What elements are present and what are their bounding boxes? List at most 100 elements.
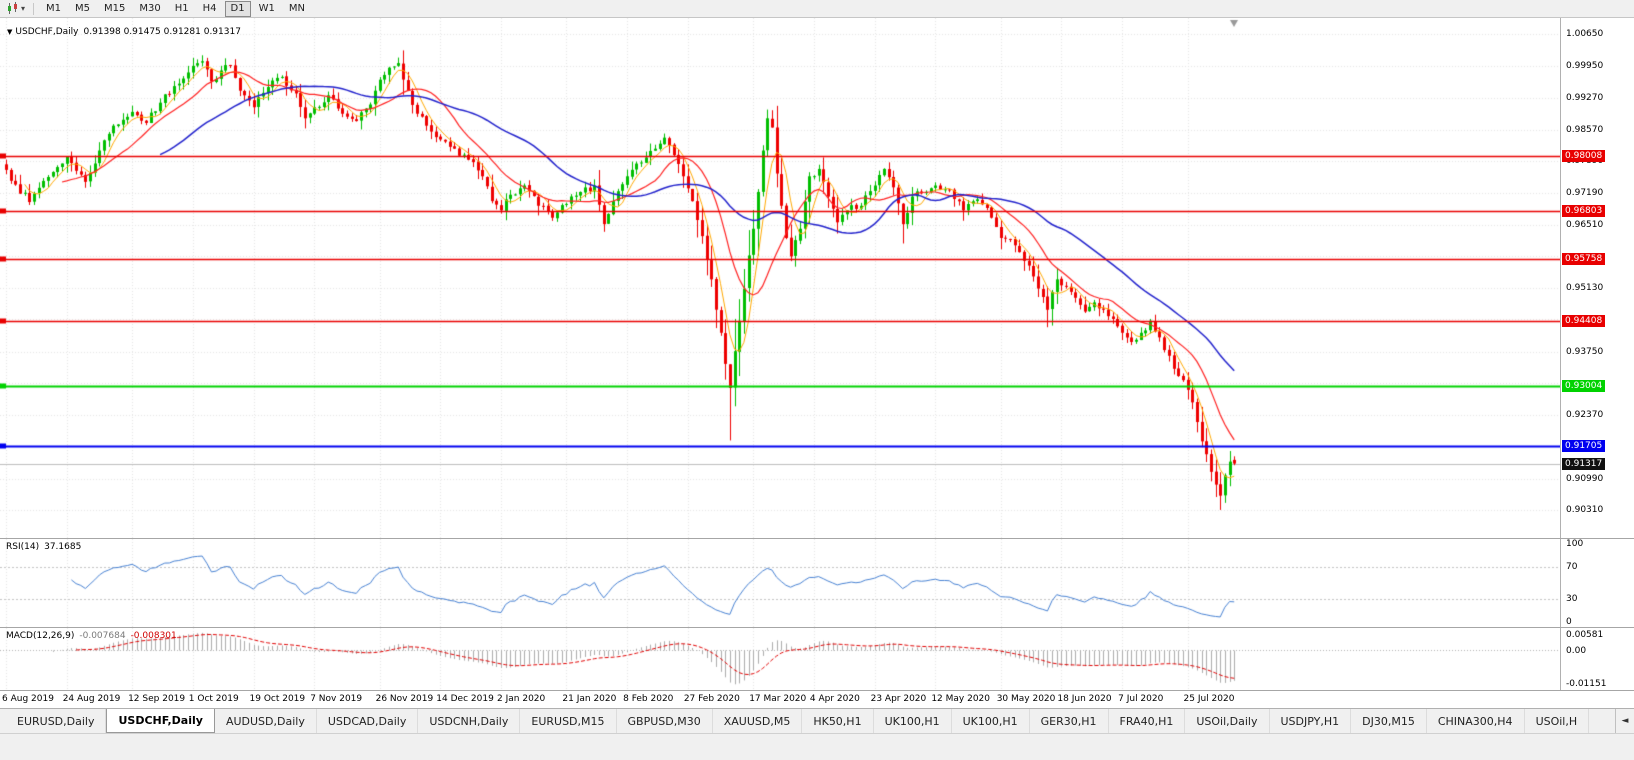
price-tick: 0.90310 bbox=[1566, 504, 1604, 515]
chart-tab-ger30-h1[interactable]: GER30,H1 bbox=[1030, 709, 1109, 733]
rsi-value: 37.1685 bbox=[44, 542, 82, 552]
price-line-tag: 0.96803 bbox=[1562, 205, 1606, 218]
chart-tab-usdchf-daily[interactable]: USDCHF,Daily bbox=[106, 709, 215, 733]
date-label: 21 Jan 2020 bbox=[562, 694, 617, 704]
chart-tab-gbpusd-m30[interactable]: GBPUSD,M30 bbox=[617, 709, 713, 733]
price-tick: 0.96510 bbox=[1566, 219, 1604, 230]
rsi-scale[interactable]: 100 70 30 0 bbox=[1560, 539, 1634, 627]
date-label: 1 Oct 2019 bbox=[188, 694, 239, 704]
macd-tick: 0.00 bbox=[1566, 645, 1587, 656]
symbol-name: USDCHF,Daily bbox=[15, 27, 79, 37]
date-label: 27 Feb 2020 bbox=[683, 694, 740, 704]
date-label: 12 May 2020 bbox=[931, 694, 991, 704]
rsi-name: RSI(14) bbox=[6, 542, 40, 552]
tab-scroll-left-icon[interactable]: ◄ bbox=[1615, 709, 1634, 733]
toolbar-separator bbox=[33, 2, 35, 15]
price-tick: 0.92370 bbox=[1566, 410, 1604, 421]
macd-panel: 0.00581 0.00 -0.01151 MACD(12,26,9) -0.0076… bbox=[0, 627, 1634, 690]
chart-tab-usdcad-daily[interactable]: USDCAD,Daily bbox=[317, 709, 419, 733]
date-label: 19 Oct 2019 bbox=[249, 694, 306, 704]
ohlc-values: 0.91398 0.91475 0.91281 0.91317 bbox=[83, 27, 241, 37]
chart-tab-audusd-daily[interactable]: AUDUSD,Daily bbox=[215, 709, 317, 733]
macd-scale[interactable]: 0.00581 0.00 -0.01151 bbox=[1560, 628, 1634, 690]
price-tick: 1.00650 bbox=[1566, 29, 1604, 40]
date-label: 23 Apr 2020 bbox=[870, 694, 927, 704]
date-label: 12 Sep 2019 bbox=[128, 694, 186, 704]
price-scale[interactable]: 1.006500.999500.992700.985700.978900.971… bbox=[1560, 18, 1634, 538]
date-label: 7 Jul 2020 bbox=[1118, 694, 1164, 704]
status-strip bbox=[0, 733, 1634, 760]
date-label: 6 Aug 2019 bbox=[2, 694, 54, 704]
macd-label: MACD(12,26,9) -0.007684 -0.008301 bbox=[6, 631, 177, 641]
date-label: 25 Jul 2020 bbox=[1183, 694, 1235, 704]
price-line-tag: 0.95758 bbox=[1562, 253, 1606, 266]
rsi-tick: 70 bbox=[1566, 562, 1578, 572]
chart-tab-uk100-h1[interactable]: UK100,H1 bbox=[952, 709, 1030, 733]
price-tick: 0.99270 bbox=[1566, 92, 1604, 103]
date-label: 7 Nov 2019 bbox=[310, 694, 363, 704]
timeframe-button-m5[interactable]: M5 bbox=[75, 2, 91, 14]
chart-tab-usoil-h[interactable]: USOil,H bbox=[1525, 709, 1590, 733]
macd-tick: -0.01151 bbox=[1566, 679, 1607, 689]
toolbar: ▾ M1 M5 M15 M30 H1 H4 D1 W1 MN bbox=[0, 0, 1634, 18]
chart-tab-usdcnh-daily[interactable]: USDCNH,Daily bbox=[418, 709, 521, 733]
timeframe-button-h4[interactable]: H4 bbox=[202, 2, 217, 14]
chart-tab-eurusd-m15[interactable]: EURUSD,M15 bbox=[520, 709, 617, 733]
chart-tab-hk50-h1[interactable]: HK50,H1 bbox=[802, 709, 874, 733]
macd-main-value: -0.007684 bbox=[79, 631, 126, 641]
chart-tabs: EURUSD,Daily USDCHF,Daily AUDUSD,Daily USDC… bbox=[0, 708, 1634, 733]
current-price-tag: 0.91317 bbox=[1562, 457, 1606, 470]
chart-tab-dj30-m15[interactable]: DJ30,M15 bbox=[1351, 709, 1427, 733]
timeframe-button-m15[interactable]: M15 bbox=[104, 2, 126, 14]
date-label: 24 Aug 2019 bbox=[62, 694, 121, 704]
timeframe-button-m30[interactable]: M30 bbox=[139, 2, 161, 14]
date-label: 18 Jun 2020 bbox=[1057, 694, 1112, 704]
chart-tab-usdjpy-h1[interactable]: USDJPY,H1 bbox=[1270, 709, 1352, 733]
price-tick: 0.95130 bbox=[1566, 283, 1604, 294]
date-label: 2 Jan 2020 bbox=[497, 694, 546, 704]
price-tick: 0.90990 bbox=[1566, 473, 1604, 484]
price-line-tag: 0.98008 bbox=[1562, 149, 1606, 162]
macd-name: MACD(12,26,9) bbox=[6, 631, 75, 641]
price-line-tag: 0.91705 bbox=[1562, 439, 1606, 452]
chart-type-caret-icon[interactable]: ▾ bbox=[21, 4, 26, 13]
timeframe-button-w1[interactable]: W1 bbox=[258, 2, 275, 14]
price-chart-panel: 1.006500.999500.992700.985700.978900.971… bbox=[0, 18, 1634, 538]
chart-tab-china300-h4[interactable]: CHINA300,H4 bbox=[1427, 709, 1525, 733]
chart-type-icon[interactable] bbox=[6, 2, 19, 15]
symbol-caret-icon: ▼ bbox=[7, 28, 13, 36]
date-label: 26 Nov 2019 bbox=[375, 694, 434, 704]
date-label: 30 May 2020 bbox=[996, 694, 1056, 704]
rsi-tick: 0 bbox=[1566, 617, 1572, 627]
chart-tab-uk100-h1[interactable]: UK100,H1 bbox=[874, 709, 952, 733]
timeframe-button-m1[interactable]: M1 bbox=[46, 2, 62, 14]
date-label: 14 Dec 2019 bbox=[436, 694, 494, 704]
timeframe-button-d1[interactable]: D1 bbox=[224, 0, 251, 17]
chart-tab-fra40-h1[interactable]: FRA40,H1 bbox=[1109, 709, 1186, 733]
macd-signal-value: -0.008301 bbox=[130, 631, 177, 641]
rsi-label: RSI(14) 37.1685 bbox=[6, 542, 81, 552]
timeframe-buttons: M1 M5 M15 M30 H1 H4 D1 W1 MN bbox=[39, 0, 312, 17]
timeframe-button-mn[interactable]: MN bbox=[288, 2, 305, 14]
price-line-tag: 0.94408 bbox=[1562, 315, 1606, 328]
chart-tab-xauusd-m5[interactable]: XAUUSD,M5 bbox=[713, 709, 803, 733]
rsi-panel: 100 70 30 0 RSI(14) 37.1685 bbox=[0, 538, 1634, 627]
price-tick: 0.98570 bbox=[1566, 124, 1604, 135]
date-label: 17 Mar 2020 bbox=[749, 694, 807, 704]
price-line-tag: 0.93004 bbox=[1562, 379, 1606, 392]
date-label: 8 Feb 2020 bbox=[623, 694, 674, 704]
price-tick: 0.93750 bbox=[1566, 346, 1604, 357]
timeframe-button-h1[interactable]: H1 bbox=[174, 2, 189, 14]
price-chart-canvas[interactable] bbox=[0, 18, 1560, 538]
rsi-tick: 100 bbox=[1566, 539, 1584, 549]
price-tick: 0.99950 bbox=[1566, 61, 1604, 72]
rsi-tick: 30 bbox=[1566, 594, 1578, 604]
chart-tab-eurusd-daily[interactable]: EURUSD,Daily bbox=[6, 709, 107, 733]
macd-canvas[interactable] bbox=[0, 628, 1560, 690]
time-axis[interactable]: 6 Aug 2019 24 Aug 2019 12 Sep 2019 1 Oct 20… bbox=[0, 690, 1634, 708]
chart-title: ▼ USDCHF,Daily 0.91398 0.91475 0.91281 0.9… bbox=[7, 27, 241, 37]
chart-tab-usoil-daily[interactable]: USOil,Daily bbox=[1185, 709, 1270, 733]
rsi-canvas[interactable] bbox=[0, 539, 1560, 627]
macd-tick: 0.00581 bbox=[1566, 630, 1604, 640]
